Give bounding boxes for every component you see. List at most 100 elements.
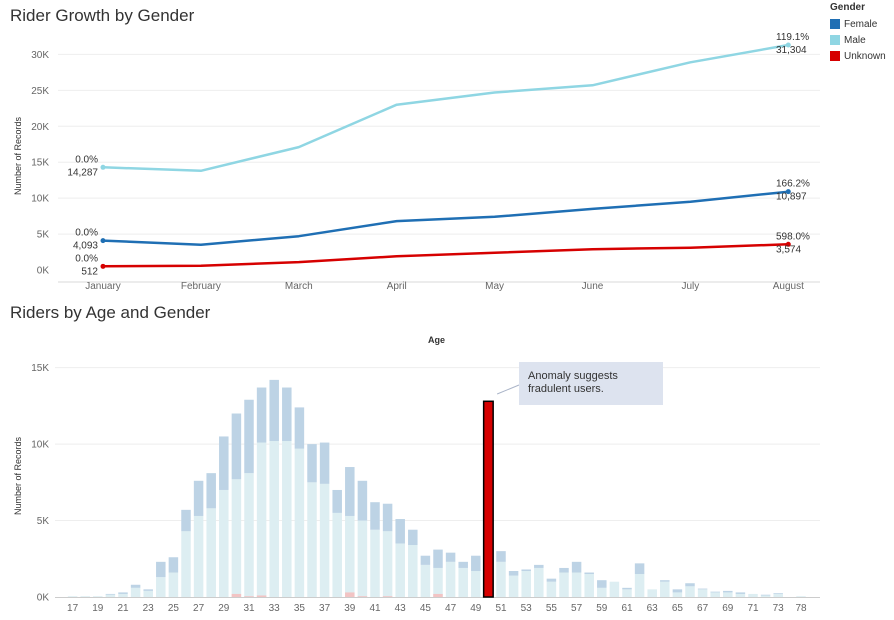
- bar-male: [269, 441, 279, 597]
- bar-female: [256, 387, 267, 443]
- bar-female: [534, 564, 544, 568]
- bar-male: [244, 473, 254, 597]
- bar-male: [345, 515, 355, 597]
- bar-male: [723, 592, 733, 597]
- x-tick-label-age: 33: [269, 603, 281, 614]
- bar-female: [193, 480, 204, 516]
- bar-female: [584, 572, 594, 575]
- start-pct-label-unknown: 0.0%: [75, 253, 98, 264]
- bar-male: [521, 571, 531, 597]
- start-value-label-female: 4,093: [73, 241, 98, 252]
- x-tick-label-growth: May: [485, 281, 504, 292]
- x-axis-title-age: Age: [428, 335, 446, 345]
- bar-male: [660, 581, 670, 597]
- bar-female: [294, 407, 305, 449]
- bar-male: [710, 592, 720, 597]
- bar-female: [319, 442, 330, 484]
- x-tick-label-age: 45: [420, 603, 432, 614]
- start-pct-label-male: 0.0%: [75, 154, 98, 165]
- x-tick-label-growth: August: [773, 281, 804, 292]
- bar-male: [130, 587, 141, 597]
- bar-female: [105, 593, 116, 595]
- bar-female: [685, 583, 695, 587]
- bar-male: [206, 508, 216, 597]
- bar-male: [584, 574, 594, 597]
- y-tick-label-age: 10K: [31, 440, 49, 451]
- x-tick-label-age: 43: [395, 603, 407, 614]
- y-tick-label-age: 15K: [31, 363, 49, 374]
- bar-female: [496, 551, 506, 562]
- bar-male: [773, 593, 783, 597]
- bar-female: [395, 519, 405, 544]
- bar-female: [521, 569, 531, 572]
- bar-female: [244, 399, 254, 474]
- bar-unknown: [357, 596, 368, 597]
- bar-male: [282, 441, 292, 597]
- x-tick-label-age: 21: [117, 603, 129, 614]
- bar-female: [382, 503, 393, 532]
- bar-male: [105, 594, 116, 597]
- x-tick-label-age: 39: [344, 603, 356, 614]
- y-tick-label-growth: 0K: [37, 266, 50, 277]
- x-tick-label-age: 53: [521, 603, 533, 614]
- bar-male: [697, 589, 708, 597]
- x-tick-label-age: 25: [168, 603, 180, 614]
- bar-male: [597, 587, 607, 597]
- legend-item-female[interactable]: Female: [830, 16, 886, 32]
- bar-unknown: [433, 593, 443, 597]
- x-tick-label-age: 49: [470, 603, 482, 614]
- series-line-unknown: [102, 243, 789, 268]
- bar-male: [294, 448, 305, 597]
- x-tick-label-growth: January: [85, 281, 121, 292]
- end-pct-label-unknown: 598.0%: [776, 231, 810, 242]
- x-tick-label-age: 19: [92, 603, 104, 614]
- start-value-label-male: 14,287: [67, 167, 98, 178]
- bar-female: [231, 413, 242, 480]
- bar-male: [796, 596, 806, 597]
- bar-female: [345, 467, 355, 516]
- x-tick-label-age: 69: [722, 603, 734, 614]
- data-point-male: [100, 164, 106, 170]
- legend-label-male: Male: [844, 34, 866, 46]
- bar-female: [219, 436, 229, 490]
- bar-male: [672, 592, 683, 597]
- bar-male: [609, 581, 620, 597]
- bar-female: [458, 561, 468, 568]
- x-tick-label-age: 31: [243, 603, 255, 614]
- bar-female: [571, 561, 582, 573]
- legend: Gender Female Male Unknown: [830, 2, 886, 64]
- legend-label-unknown: Unknown: [844, 50, 886, 62]
- start-pct-label-female: 0.0%: [75, 228, 98, 239]
- x-tick-label-growth: April: [387, 281, 407, 292]
- legend-item-male[interactable]: Male: [830, 32, 886, 48]
- legend-item-unknown[interactable]: Unknown: [830, 48, 886, 64]
- x-tick-label-age: 67: [697, 603, 709, 614]
- bar-female: [660, 580, 670, 582]
- bar-male: [219, 489, 229, 597]
- bar-male: [571, 572, 582, 597]
- bar-male: [471, 571, 481, 597]
- x-tick-label-age: 37: [319, 603, 331, 614]
- x-tick-label-age: 61: [621, 603, 633, 614]
- bar-female: [723, 590, 733, 593]
- bar-female: [307, 444, 317, 483]
- bar-male: [181, 531, 191, 597]
- bar-female: [282, 387, 292, 442]
- bar-male: [332, 512, 342, 597]
- bar-male: [546, 581, 557, 597]
- x-tick-label-age: 29: [218, 603, 230, 614]
- y-tick-label-growth: 15K: [31, 158, 49, 169]
- data-point-unknown: [100, 263, 106, 269]
- x-tick-label-age: 27: [193, 603, 205, 614]
- bar-female: [735, 592, 746, 594]
- bar-male: [534, 567, 544, 597]
- bar-female: [130, 584, 141, 588]
- bar-male: [685, 586, 695, 597]
- bar-female: [559, 567, 569, 573]
- bar-female: [697, 588, 708, 590]
- chart-title-age: Riders by Age and Gender: [10, 303, 211, 322]
- bar-female: [471, 555, 481, 572]
- bar-female: [433, 549, 443, 568]
- bar-unknown: [382, 596, 393, 597]
- y-tick-label-growth: 5K: [37, 230, 50, 241]
